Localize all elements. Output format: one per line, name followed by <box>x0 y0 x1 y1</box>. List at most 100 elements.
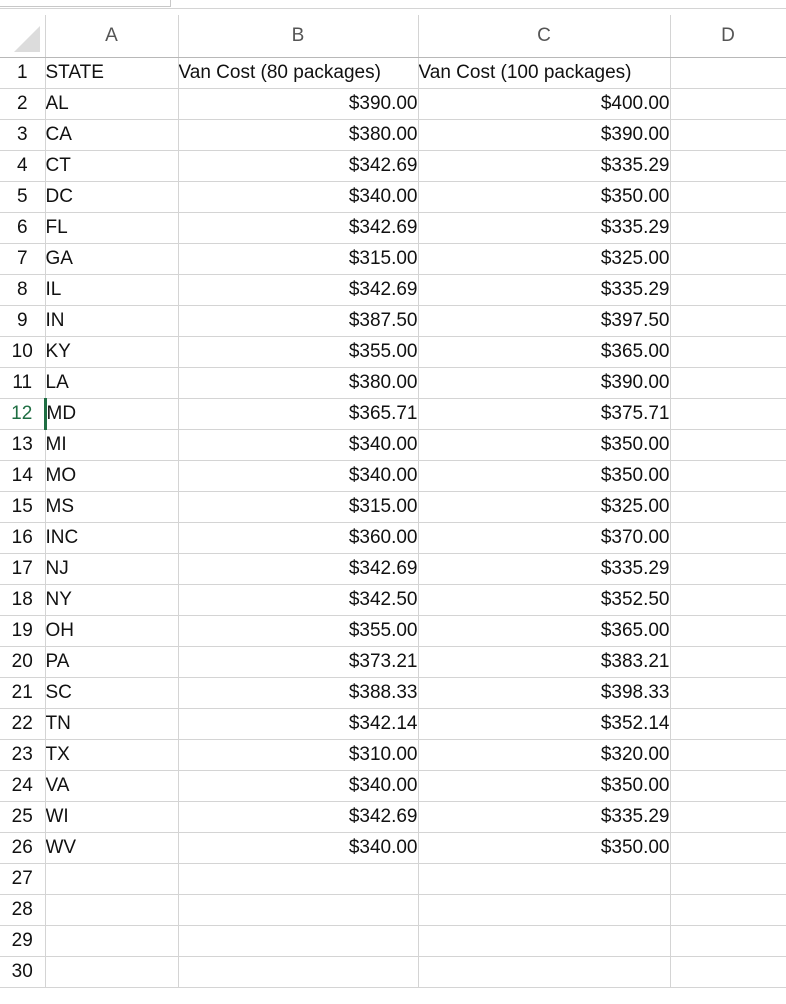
empty-cell[interactable] <box>178 925 419 957</box>
empty-cell[interactable] <box>670 429 786 461</box>
row-header[interactable]: 29 <box>0 925 46 957</box>
empty-cell[interactable] <box>670 832 786 864</box>
empty-cell[interactable] <box>45 956 179 988</box>
empty-cell[interactable] <box>670 646 786 678</box>
cost-80-cell[interactable]: $380.00 <box>178 367 419 399</box>
empty-cell[interactable] <box>670 522 786 554</box>
empty-cell[interactable] <box>418 863 671 895</box>
state-cell[interactable]: OH <box>45 615 179 647</box>
state-cell[interactable]: MO <box>45 460 179 492</box>
row-header[interactable]: 11 <box>0 367 46 399</box>
cost-100-cell[interactable]: $350.00 <box>418 770 671 802</box>
row-header[interactable]: 23 <box>0 739 46 771</box>
empty-cell[interactable] <box>45 863 179 895</box>
cost-80-cell[interactable]: $390.00 <box>178 88 419 120</box>
header-cell[interactable]: STATE <box>45 57 179 89</box>
empty-cell[interactable] <box>45 925 179 957</box>
cost-100-cell[interactable]: $335.29 <box>418 212 671 244</box>
empty-cell[interactable] <box>178 894 419 926</box>
cost-80-cell[interactable]: $342.69 <box>178 150 419 182</box>
cost-80-cell[interactable]: $340.00 <box>178 770 419 802</box>
state-cell[interactable]: AL <box>45 88 179 120</box>
state-cell[interactable]: CT <box>45 150 179 182</box>
cost-100-cell[interactable]: $335.29 <box>418 801 671 833</box>
cost-80-cell[interactable]: $342.14 <box>178 708 419 740</box>
row-header[interactable]: 24 <box>0 770 46 802</box>
name-box[interactable] <box>0 0 171 7</box>
empty-cell[interactable] <box>670 956 786 988</box>
column-header-d[interactable]: D <box>670 15 786 58</box>
cost-80-cell[interactable]: $355.00 <box>178 615 419 647</box>
empty-cell[interactable] <box>670 553 786 585</box>
empty-cell[interactable] <box>178 863 419 895</box>
empty-cell[interactable] <box>670 367 786 399</box>
state-cell[interactable]: WV <box>45 832 179 864</box>
cost-80-cell[interactable]: $342.50 <box>178 584 419 616</box>
row-header[interactable]: 21 <box>0 677 46 709</box>
cost-100-cell[interactable]: $335.29 <box>418 274 671 306</box>
empty-cell[interactable] <box>418 956 671 988</box>
header-cell[interactable]: Van Cost (100 packages) <box>418 57 671 89</box>
cost-80-cell[interactable]: $340.00 <box>178 832 419 864</box>
cost-80-cell[interactable]: $342.69 <box>178 212 419 244</box>
empty-cell[interactable] <box>670 491 786 523</box>
state-cell[interactable]: KY <box>45 336 179 368</box>
row-header[interactable]: 14 <box>0 460 46 492</box>
empty-cell[interactable] <box>418 894 671 926</box>
empty-cell[interactable] <box>45 894 179 926</box>
column-header-b[interactable]: B <box>178 15 419 58</box>
empty-cell[interactable] <box>670 398 786 430</box>
row-header[interactable]: 9 <box>0 305 46 337</box>
cost-100-cell[interactable]: $370.00 <box>418 522 671 554</box>
row-header[interactable]: 7 <box>0 243 46 275</box>
row-header[interactable]: 17 <box>0 553 46 585</box>
row-header[interactable]: 10 <box>0 336 46 368</box>
row-header[interactable]: 26 <box>0 832 46 864</box>
cost-100-cell[interactable]: $398.33 <box>418 677 671 709</box>
empty-cell[interactable] <box>670 119 786 151</box>
row-header[interactable]: 27 <box>0 863 46 895</box>
row-header[interactable]: 18 <box>0 584 46 616</box>
empty-cell[interactable] <box>670 801 786 833</box>
state-cell[interactable]: DC <box>45 181 179 213</box>
select-all-corner[interactable] <box>0 15 46 58</box>
cost-100-cell[interactable]: $365.00 <box>418 336 671 368</box>
cost-80-cell[interactable]: $342.69 <box>178 801 419 833</box>
row-header[interactable]: 13 <box>0 429 46 461</box>
empty-cell[interactable] <box>670 150 786 182</box>
empty-cell[interactable] <box>670 894 786 926</box>
row-header[interactable]: 12 <box>0 398 47 430</box>
state-cell[interactable]: MD <box>45 398 179 430</box>
state-cell[interactable]: SC <box>45 677 179 709</box>
row-header[interactable]: 28 <box>0 894 46 926</box>
row-header[interactable]: 30 <box>0 956 46 988</box>
cost-80-cell[interactable]: $355.00 <box>178 336 419 368</box>
cost-100-cell[interactable]: $350.00 <box>418 832 671 864</box>
row-header[interactable]: 2 <box>0 88 46 120</box>
state-cell[interactable]: IL <box>45 274 179 306</box>
row-header[interactable]: 19 <box>0 615 46 647</box>
cost-100-cell[interactable]: $400.00 <box>418 88 671 120</box>
cost-100-cell[interactable]: $325.00 <box>418 491 671 523</box>
cost-80-cell[interactable]: $342.69 <box>178 553 419 585</box>
cost-100-cell[interactable]: $350.00 <box>418 181 671 213</box>
row-header[interactable]: 4 <box>0 150 46 182</box>
column-header-c[interactable]: C <box>418 15 671 58</box>
state-cell[interactable]: MI <box>45 429 179 461</box>
cost-100-cell[interactable]: $375.71 <box>418 398 671 430</box>
empty-cell[interactable] <box>670 88 786 120</box>
row-header[interactable]: 8 <box>0 274 46 306</box>
cost-80-cell[interactable]: $373.21 <box>178 646 419 678</box>
cost-80-cell[interactable]: $340.00 <box>178 181 419 213</box>
row-header[interactable]: 25 <box>0 801 46 833</box>
cost-80-cell[interactable]: $360.00 <box>178 522 419 554</box>
row-header[interactable]: 6 <box>0 212 46 244</box>
empty-cell[interactable] <box>670 305 786 337</box>
empty-cell[interactable] <box>670 739 786 771</box>
cost-80-cell[interactable]: $340.00 <box>178 460 419 492</box>
state-cell[interactable]: INC <box>45 522 179 554</box>
empty-cell[interactable] <box>670 677 786 709</box>
state-cell[interactable]: MS <box>45 491 179 523</box>
column-header-a[interactable]: A <box>45 15 179 58</box>
empty-cell[interactable] <box>670 615 786 647</box>
